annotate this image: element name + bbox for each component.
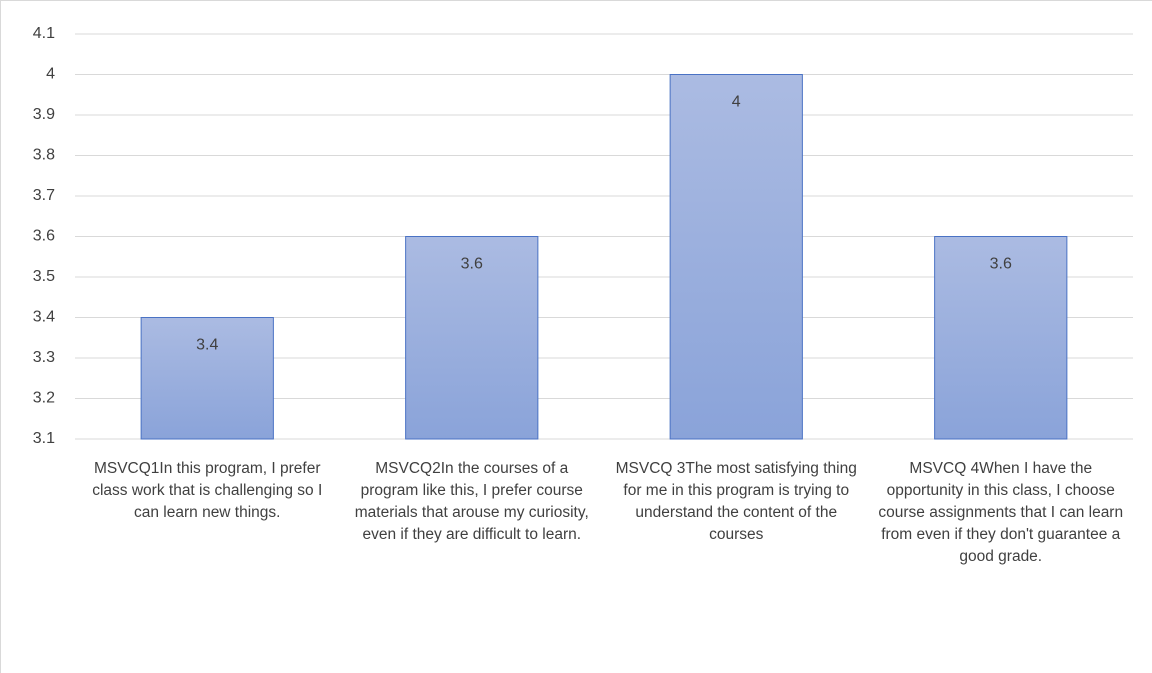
bar xyxy=(669,74,803,440)
data-label: 4 xyxy=(732,94,741,111)
y-tick-label: 3.9 xyxy=(33,106,55,123)
y-tick-label: 4 xyxy=(46,66,55,83)
data-label: 3.6 xyxy=(461,256,483,273)
x-tick-label: MSVCQ 3The most satisfying thing for me … xyxy=(615,460,857,543)
bar xyxy=(140,317,274,440)
x-tick-label: MSVCQ1In this program, I prefer class wo… xyxy=(92,460,323,521)
x-tick-label: MSVCQ 4When I have the opportunity in th… xyxy=(878,460,1124,565)
y-tick-label: 3.3 xyxy=(33,349,55,366)
x-tick-label: MSVCQ2In the courses of a program like t… xyxy=(354,460,589,543)
y-tick-label: 4.1 xyxy=(33,25,55,42)
y-tick-label: 3.1 xyxy=(33,430,55,447)
y-tick-label: 3.4 xyxy=(33,309,55,326)
y-tick-label: 3.7 xyxy=(33,187,55,204)
bar xyxy=(934,236,1068,440)
y-tick-label: 3.2 xyxy=(33,390,55,407)
y-tick-label: 3.6 xyxy=(33,228,55,245)
bar xyxy=(405,236,539,440)
y-tick-label: 3.5 xyxy=(33,268,55,285)
y-tick-label: 3.8 xyxy=(33,147,55,164)
data-label: 3.4 xyxy=(196,337,218,354)
data-label: 3.6 xyxy=(990,256,1012,273)
